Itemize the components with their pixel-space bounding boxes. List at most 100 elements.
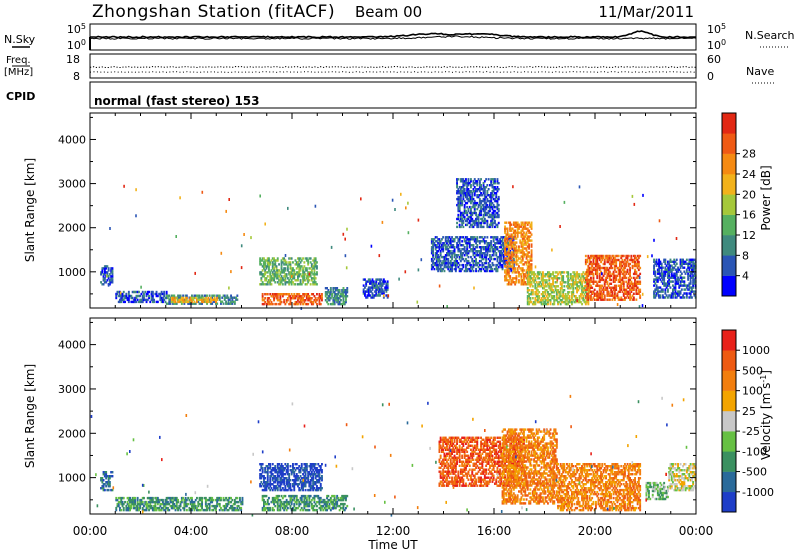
data-cell: [543, 302, 546, 306]
data-cell: [499, 263, 501, 267]
data-cell: [520, 223, 523, 226]
data-cell: [342, 302, 345, 306]
data-cell: [187, 502, 190, 506]
data-cell: [447, 250, 450, 253]
data-cell: [483, 192, 486, 195]
data-cell: [553, 295, 556, 298]
data-cell: [518, 265, 520, 268]
data-cell: [481, 217, 484, 221]
data-cell: [518, 247, 520, 250]
data-cell: [299, 297, 302, 300]
data-cell: [437, 269, 440, 273]
data-cell: [637, 268, 640, 272]
data-cell: [622, 262, 625, 266]
data-cell: [667, 272, 669, 275]
data-cell: [661, 266, 664, 269]
data-cell: [653, 270, 655, 273]
data-cell: [459, 254, 462, 257]
data-cell: [130, 296, 133, 300]
data-cell: [582, 291, 585, 294]
data-cell: [505, 235, 508, 238]
data-cell: [480, 269, 482, 273]
data-cell: [458, 186, 461, 189]
colorbar-swatch: [722, 194, 736, 215]
data-cell: [184, 300, 187, 304]
data-cell: [447, 240, 450, 243]
data-cell: [572, 279, 575, 282]
data-cell: [302, 299, 304, 302]
data-cell: [530, 267, 533, 270]
data-cell: [168, 508, 171, 512]
data-cell: [547, 300, 549, 304]
data-cell: [471, 199, 474, 203]
data-cell: [584, 276, 587, 280]
data-cell: [487, 211, 490, 215]
data-cell: [168, 302, 171, 305]
data-cell: [163, 292, 166, 296]
data-cell: [458, 242, 461, 245]
data-cell: [526, 274, 529, 278]
cpid-strip: [89, 81, 697, 109]
data-cell: [463, 194, 466, 197]
data-cell: [292, 261, 294, 264]
data-cell: [380, 288, 383, 291]
data-cell: [487, 263, 490, 267]
data-cell: [482, 257, 485, 261]
data-cell: [280, 293, 283, 296]
data-cell: [495, 248, 498, 251]
data-cell: [305, 275, 308, 278]
data-cell: [461, 263, 464, 267]
data-cell: [496, 203, 499, 207]
data-cell: [619, 288, 621, 291]
data-cell: [468, 269, 471, 273]
data-cell: [463, 192, 466, 195]
data-cell: [658, 286, 660, 289]
data-cell: [554, 289, 557, 292]
data-cell: [438, 238, 441, 241]
data-cell: [504, 261, 506, 265]
data-cell: [382, 282, 385, 285]
data-cell: [590, 262, 592, 266]
data-cell: [562, 271, 565, 274]
data-cell: [216, 294, 219, 297]
data-cell: [568, 295, 571, 298]
data-cell: [316, 265, 318, 268]
data-cell: [313, 261, 316, 264]
data-cell: [586, 280, 589, 283]
data-cell: [485, 219, 488, 223]
data-cell: [673, 272, 676, 275]
data-cell: [569, 300, 572, 304]
data-cell: [167, 294, 169, 297]
data-cell: [506, 265, 509, 269]
data-cell: [579, 277, 582, 280]
data-cell: [465, 236, 467, 239]
data-cell: [586, 260, 589, 264]
data-cell: [456, 242, 458, 245]
data-cell: [669, 294, 672, 297]
data-cell: [309, 300, 312, 304]
data-cell: [299, 261, 302, 264]
data-cell: [472, 263, 475, 267]
data-cell: [613, 292, 616, 295]
data-cell: [261, 283, 264, 286]
data-cell: [180, 300, 183, 304]
data-cell: [534, 287, 537, 290]
data-cell: [119, 291, 122, 295]
data-cell: [526, 299, 529, 302]
data-cell: [593, 266, 596, 270]
data-cell: [376, 286, 379, 289]
data-cell: [518, 249, 520, 252]
data-cell: [528, 265, 530, 268]
data-cell: [544, 273, 547, 276]
data-cell: [462, 195, 465, 199]
data-cell: [463, 188, 466, 191]
data-cell: [603, 260, 606, 264]
data-cell: [371, 292, 374, 295]
data-cell: [486, 242, 489, 245]
colorbar-swatch: [722, 133, 736, 154]
data-cell: [684, 288, 687, 291]
data-cell: [466, 197, 469, 201]
data-cell: [501, 252, 504, 255]
data-cell: [543, 297, 546, 300]
data-cell: [552, 302, 554, 306]
